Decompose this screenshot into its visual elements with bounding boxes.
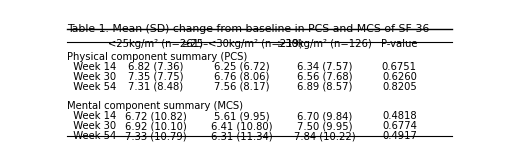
Text: 7.33 (10.79): 7.33 (10.79): [125, 131, 187, 141]
Text: ≥30kg/m² (n=126): ≥30kg/m² (n=126): [277, 39, 372, 49]
Text: 6.41 (10.80): 6.41 (10.80): [211, 121, 273, 131]
Text: Week 54: Week 54: [67, 82, 117, 92]
Text: Week 54: Week 54: [67, 131, 117, 141]
Text: 6.82 (7.36): 6.82 (7.36): [128, 62, 184, 72]
Text: ≥25–<30kg/m² (n=219): ≥25–<30kg/m² (n=219): [182, 39, 303, 49]
Text: 7.35 (7.75): 7.35 (7.75): [128, 72, 184, 82]
Text: Week 14: Week 14: [67, 62, 117, 72]
Text: P-value: P-value: [381, 39, 418, 49]
Text: Mental component summary (MCS): Mental component summary (MCS): [67, 101, 243, 111]
Text: 5.61 (9.95): 5.61 (9.95): [214, 111, 270, 121]
Text: 7.84 (10.22): 7.84 (10.22): [294, 131, 355, 141]
Text: 7.31 (8.48): 7.31 (8.48): [128, 82, 183, 92]
Text: 6.34 (7.57): 6.34 (7.57): [297, 62, 352, 72]
Text: 0.4818: 0.4818: [382, 111, 417, 121]
Text: 6.25 (6.72): 6.25 (6.72): [214, 62, 270, 72]
Text: 6.89 (8.57): 6.89 (8.57): [297, 82, 352, 92]
Text: 0.8205: 0.8205: [382, 82, 417, 92]
Text: 7.50 (9.95): 7.50 (9.95): [297, 121, 352, 131]
Text: 6.72 (10.82): 6.72 (10.82): [125, 111, 187, 121]
Text: 0.4917: 0.4917: [382, 131, 417, 141]
Text: 6.70 (9.84): 6.70 (9.84): [297, 111, 352, 121]
Text: 6.56 (7.68): 6.56 (7.68): [297, 72, 352, 82]
Text: Physical component summary (PCS): Physical component summary (PCS): [67, 52, 247, 62]
Text: 6.31 (11.34): 6.31 (11.34): [211, 131, 273, 141]
Text: 0.6774: 0.6774: [382, 121, 417, 131]
Text: Week 30: Week 30: [67, 72, 117, 82]
Text: 6.76 (8.06): 6.76 (8.06): [214, 72, 270, 82]
Text: 6.92 (10.10): 6.92 (10.10): [125, 121, 187, 131]
Text: Week 14: Week 14: [67, 111, 117, 121]
Text: <25kg/m² (n=261): <25kg/m² (n=261): [108, 39, 203, 49]
Text: Table 1. Mean (SD) change from baseline in PCS and MCS of SF-36: Table 1. Mean (SD) change from baseline …: [67, 24, 429, 34]
Text: Week 30: Week 30: [67, 121, 117, 131]
Text: 7.56 (8.17): 7.56 (8.17): [214, 82, 270, 92]
Text: 0.6751: 0.6751: [382, 62, 417, 72]
Text: 0.6260: 0.6260: [382, 72, 417, 82]
